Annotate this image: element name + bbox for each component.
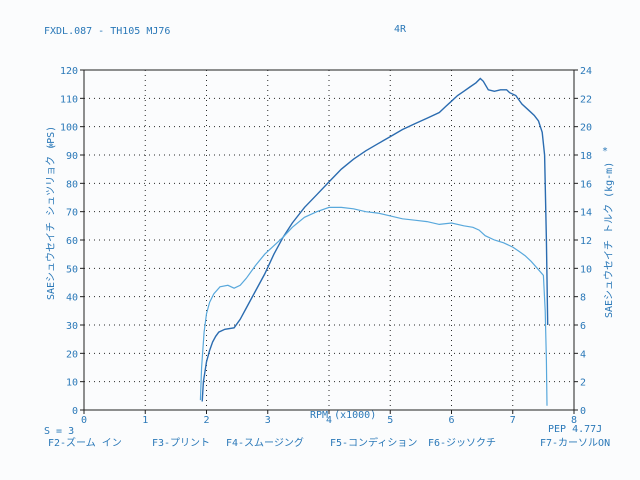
header-center: 4R — [394, 24, 407, 35]
right-axis-marker: * — [602, 146, 608, 157]
x-ticks: 0 1 2 3 4 5 6 7 8 — [81, 410, 577, 426]
y-left-tick-label: 20 — [66, 349, 78, 360]
y-right-tick-label: 8 — [580, 293, 586, 304]
y-right-tick-label: 4 — [580, 349, 586, 360]
y-left-ticks: 0 10 20 30 40 50 60 70 80 90 100 110 120 — [60, 66, 84, 417]
header-left: FXDL.087 - TH105 MJ76 — [44, 26, 170, 37]
y-right-tick-label: 2 — [580, 378, 586, 389]
y-right-tick-label: 12 — [580, 236, 592, 247]
y-left-tick-label: 70 — [66, 208, 78, 219]
y-left-tick-label: 0 — [72, 406, 78, 417]
y-right-tick-label: 10 — [580, 264, 592, 275]
x-tick-label: 2 — [203, 415, 209, 426]
key-f7-cursor-on[interactable]: F7-カーソルON — [540, 437, 610, 449]
x-tick-label: 7 — [510, 415, 516, 426]
y-right-tick-label: 20 — [580, 123, 592, 134]
y-right-tick-label: 18 — [580, 151, 592, 162]
y-right-tick-label: 22 — [580, 94, 592, 105]
smoothing-label: S = 3 — [44, 426, 74, 437]
y-left-tick-label: 40 — [66, 293, 78, 304]
y-axis-label-left: SAEシュウセイチ シュツリョク (PS) — [45, 126, 57, 300]
y-left-tick-label: 120 — [60, 66, 78, 77]
pep-label: PEP 4.77J — [548, 424, 602, 435]
series-line-power — [201, 77, 549, 402]
y-left-tick-label: 100 — [60, 123, 78, 134]
key-f3-print[interactable]: F3-プリント — [152, 437, 210, 449]
y-left-tick-label: 110 — [60, 94, 78, 105]
y-left-tick-label: 90 — [66, 151, 78, 162]
y-left-tick-label: 50 — [66, 264, 78, 275]
y-left-tick-label: 30 — [66, 321, 78, 332]
x-tick-label: 3 — [265, 415, 271, 426]
x-tick-label: 8 — [571, 415, 577, 426]
x-tick-label: 5 — [387, 415, 393, 426]
series-line-torque — [199, 206, 548, 406]
x-tick-label: 0 — [81, 415, 87, 426]
x-tick-label: 1 — [142, 415, 148, 426]
y-right-tick-label: 24 — [580, 66, 592, 77]
key-f5-condition[interactable]: F5-コンディション — [330, 436, 417, 449]
y-right-tick-label: 0 — [580, 406, 586, 417]
y-left-tick-label: 10 — [66, 378, 78, 389]
key-f4-smoothing[interactable]: F4-スムージング — [226, 436, 304, 449]
x-tick-label: 4 — [326, 415, 332, 426]
y-right-tick-label: 16 — [580, 179, 592, 190]
x-tick-label: 6 — [448, 415, 454, 426]
key-f6-actual-value[interactable]: F6-ジッソクチ — [428, 437, 496, 449]
x-axis-label: RPM (x1000) — [310, 410, 376, 421]
y-right-tick-label: 6 — [580, 321, 586, 332]
left-axis-marker: * — [48, 142, 54, 153]
y-left-tick-label: 80 — [66, 179, 78, 190]
y-left-tick-label: 60 — [66, 236, 78, 247]
grid-lines — [84, 70, 574, 410]
y-axis-label-right: SAEシュウセイチ トルク (kg-m) — [603, 162, 615, 318]
y-right-tick-label: 14 — [580, 208, 592, 219]
key-f2-zoom-in[interactable]: F2-ズーム イン — [48, 436, 122, 449]
